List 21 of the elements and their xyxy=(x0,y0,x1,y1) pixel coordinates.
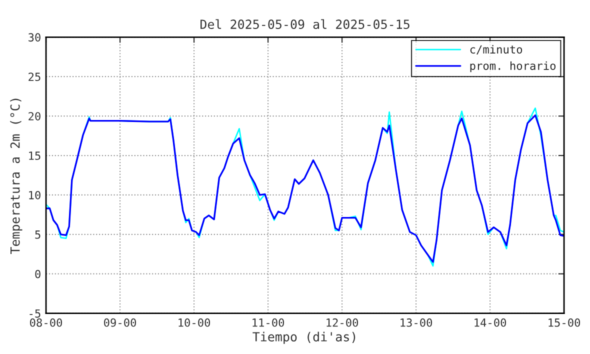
chart-title: Del 2025-05-09 al 2025-05-15 xyxy=(200,19,410,30)
x-tick-label: 11-00 xyxy=(252,318,284,327)
y-tick-label: 0 xyxy=(35,270,40,278)
y-tick-label: 15 xyxy=(29,152,40,160)
x-tick-label: 08-00 xyxy=(30,318,62,327)
x-tick-label: 14-00 xyxy=(474,318,506,327)
y-tick-label: 20 xyxy=(28,112,40,120)
x-tick-label: 15-00 xyxy=(548,318,580,327)
y-tick-label: 10 xyxy=(29,190,40,200)
y-tick-label: 25 xyxy=(28,72,40,82)
legend-label: prom. horario xyxy=(470,61,556,72)
x-tick-label: 09-00 xyxy=(104,318,136,327)
legend-label: c/minuto xyxy=(470,45,522,54)
x-axis-title: Tiempo (di'as) xyxy=(252,332,356,344)
x-tick-label: 10-00 xyxy=(178,318,210,327)
y-axis-title: Temperatura a 2m (°C) xyxy=(10,98,22,254)
x-tick-label: 12-00 xyxy=(326,318,358,327)
y-tick-label: 30 xyxy=(28,33,40,42)
y-tick-label: -5 xyxy=(30,309,40,318)
y-tick-label: 5 xyxy=(35,230,40,239)
x-tick-label: 13-00 xyxy=(400,318,432,327)
